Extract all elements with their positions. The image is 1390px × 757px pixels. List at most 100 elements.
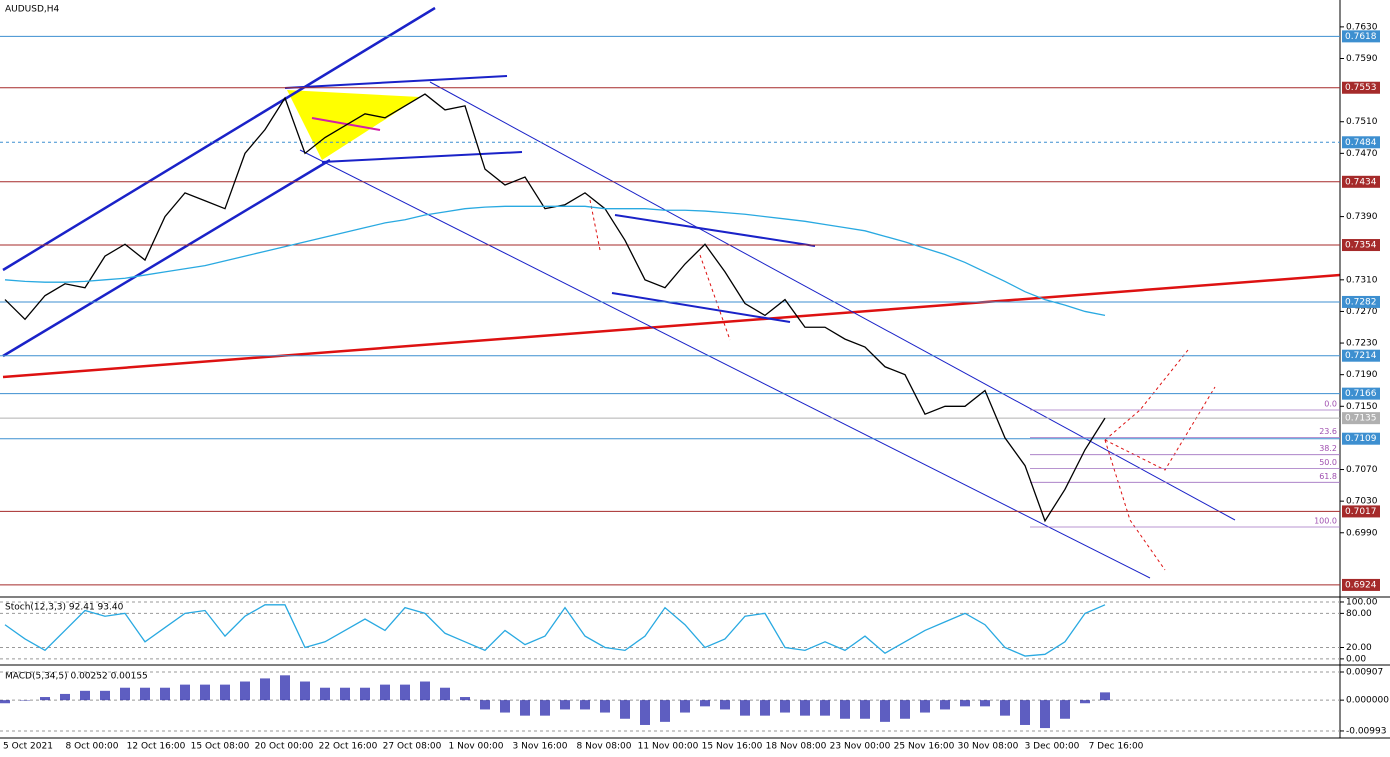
level-label-bg — [1342, 175, 1380, 188]
macd-bar — [540, 700, 550, 716]
x-tick-label: 15 Nov 16:00 — [702, 742, 763, 752]
macd-bar — [940, 700, 950, 710]
macd-bar — [680, 700, 690, 713]
channel-line — [299, 149, 1151, 579]
macd-bar — [720, 700, 730, 710]
y-tick-label: 0.7030 — [1346, 497, 1378, 507]
level-label: 0.7214 — [1345, 351, 1377, 361]
stoch-line — [4, 604, 1106, 657]
macd-bar — [840, 700, 850, 719]
macd-bar — [700, 700, 710, 707]
x-tick-label: 1 Nov 00:00 — [449, 742, 504, 752]
x-tick-label: 23 Nov 00:00 — [830, 742, 891, 752]
macd-bar — [360, 687, 370, 701]
x-tick-label: 3 Dec 00:00 — [1025, 742, 1080, 752]
macd-bar — [820, 700, 830, 716]
indicator-title: MACD(5,34,5) 0.00252 0.00155 — [5, 672, 148, 682]
x-tick-label: 8 Oct 00:00 — [66, 742, 119, 752]
fib-label: 61.8 — [1319, 472, 1337, 481]
trend-line — [321, 151, 523, 163]
level-label-bg — [1342, 505, 1380, 518]
macd-bar — [1060, 700, 1070, 719]
y-tick-label: 0.7470 — [1346, 149, 1378, 159]
x-tick-label: 5 Oct 2021 — [3, 742, 53, 752]
trend-line — [284, 75, 508, 89]
y-tick-label: 0.7390 — [1346, 212, 1378, 222]
macd-bar — [660, 700, 670, 722]
y-tick-label: 0.7070 — [1346, 465, 1378, 475]
y-tick-label: 0.6990 — [1346, 528, 1378, 538]
level-label: 0.7354 — [1345, 241, 1377, 251]
level-label-bg — [1342, 412, 1380, 425]
macd-bar — [140, 687, 150, 701]
level-label: 0.7109 — [1345, 434, 1377, 444]
trend-line — [2, 273, 1341, 379]
macd-bar — [380, 684, 390, 701]
x-tick-label: 15 Oct 08:00 — [191, 742, 250, 752]
x-tick-label: 25 Nov 16:00 — [894, 742, 955, 752]
macd-bar — [480, 700, 490, 710]
macd-bar — [860, 700, 870, 719]
projection — [1104, 349, 1189, 441]
macd-bar — [240, 681, 250, 701]
y-tick-label: 0.000000 — [1346, 696, 1389, 706]
macd-bar — [340, 687, 350, 701]
macd-bar — [960, 700, 970, 707]
macd-bar — [1100, 692, 1110, 701]
fib-label: 23.6 — [1319, 427, 1337, 436]
trend-line — [311, 117, 381, 131]
macd-bar — [760, 700, 770, 716]
y-tick-label: 0.00 — [1346, 654, 1366, 664]
macd-bar — [600, 700, 610, 713]
macd-bar — [220, 684, 230, 701]
x-tick-label: 27 Oct 08:00 — [383, 742, 442, 752]
trend-line — [2, 158, 331, 358]
macd-bar — [260, 678, 270, 701]
indicator-title: Stoch(12,3,3) 92.41 93.40 — [5, 603, 124, 613]
level-label-bg — [1342, 349, 1380, 362]
x-tick-label: 3 Nov 16:00 — [513, 742, 568, 752]
level-label: 0.7166 — [1345, 389, 1377, 399]
projection — [1104, 386, 1216, 471]
macd-bar — [1020, 700, 1030, 725]
x-tick-label: 30 Nov 08:00 — [958, 742, 1019, 752]
channel-line — [429, 81, 1236, 521]
level-label: 0.7135 — [1345, 414, 1377, 424]
macd-bar — [280, 675, 290, 701]
macd-bar — [800, 700, 810, 716]
macd-bar — [520, 700, 530, 716]
fib-label: 50.0 — [1319, 458, 1337, 467]
macd-bar — [900, 700, 910, 719]
macd-bar — [120, 687, 130, 701]
level-label-bg — [1342, 30, 1380, 43]
macd-bar — [20, 700, 30, 701]
level-label-bg — [1342, 432, 1380, 445]
macd-bar — [500, 700, 510, 713]
macd-bar — [1000, 700, 1010, 716]
level-label-bg — [1342, 387, 1380, 400]
y-tick-label: 20.00 — [1346, 643, 1372, 653]
level-label-bg — [1342, 295, 1380, 308]
macd-bar — [1080, 700, 1090, 704]
y-tick-label: 0.7590 — [1346, 54, 1378, 64]
macd-bar — [880, 700, 890, 722]
macd-bar — [0, 700, 10, 704]
level-label-bg — [1342, 136, 1380, 149]
projection — [589, 199, 601, 251]
x-tick-label: 7 Dec 16:00 — [1089, 742, 1144, 752]
chart-title: AUDUSD,H4 — [5, 5, 60, 15]
macd-bar — [920, 700, 930, 713]
y-tick-label: 0.7190 — [1346, 370, 1378, 380]
level-label: 0.7553 — [1345, 83, 1377, 93]
macd-bar — [80, 690, 90, 701]
level-label: 0.7618 — [1345, 32, 1377, 42]
level-label: 0.7484 — [1345, 138, 1377, 148]
macd-bar — [100, 690, 110, 701]
level-label-bg — [1342, 81, 1380, 94]
y-tick-label: 0.7310 — [1346, 275, 1378, 285]
moving-average — [4, 205, 1106, 317]
macd-bar — [60, 693, 70, 701]
trend-line — [2, 6, 436, 272]
macd-bar — [440, 687, 450, 701]
x-tick-label: 12 Oct 16:00 — [127, 742, 186, 752]
